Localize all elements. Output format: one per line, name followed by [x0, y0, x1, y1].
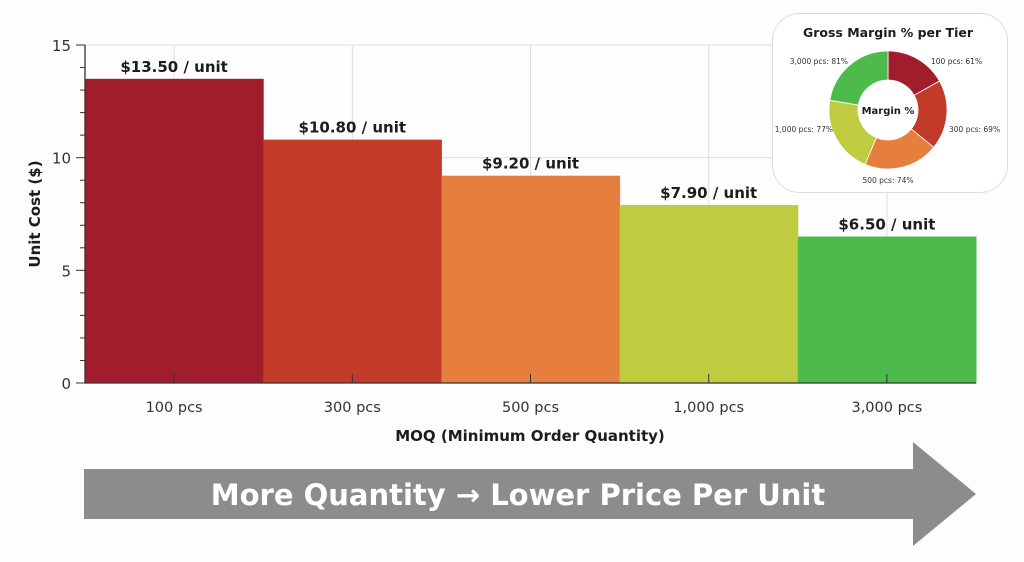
bar-value-label: $13.50 / unit: [120, 58, 227, 76]
y-axis-ticks: 0 5 10 15: [52, 37, 85, 393]
y-tick-label: 10: [52, 150, 71, 168]
x-tick-label: 300 pcs: [324, 400, 381, 416]
margin-donut-chart: [828, 50, 948, 170]
bar: [441, 175, 621, 383]
x-tick-label: 3,000 pcs: [851, 400, 922, 416]
bar-value-label: $7.90 / unit: [660, 184, 757, 202]
donut-slice-label: 500 pcs: 74%: [862, 176, 913, 185]
bar: [85, 78, 264, 384]
donut-title: Gross Margin % per Tier: [803, 25, 974, 40]
donut-slice: [829, 50, 889, 106]
y-tick-label: 0: [61, 375, 71, 393]
donut-slice-label: 100 pcs: 61%: [931, 57, 982, 66]
bar-value-label: $9.20 / unit: [482, 155, 579, 173]
donut-slice-label: 1,000 pcs: 77%: [775, 125, 833, 134]
x-tick-label: 1,000 pcs: [673, 400, 744, 416]
arrow-icon: [84, 442, 976, 546]
bar-value-label: $6.50 / unit: [838, 216, 935, 234]
donut-slice-labels: 100 pcs: 61% 300 pcs: 69% 500 pcs: 74% 1,00…: [775, 57, 1000, 185]
bar-value-label: $10.80 / unit: [299, 119, 406, 137]
donut-slice-label: 3,000 pcs: 81%: [790, 57, 848, 66]
y-tick-label: 15: [52, 37, 71, 55]
trend-arrow: More Quantity → Lower Price Per Unit: [84, 442, 976, 546]
donut-slice-label: 300 pcs: 69%: [949, 125, 1000, 134]
bar: [619, 204, 799, 383]
bar: [263, 139, 442, 383]
bar-data-labels: $13.50 / unit $10.80 / unit $9.20 / unit $7…: [120, 58, 935, 234]
x-axis-title: MOQ (Minimum Order Quantity): [395, 427, 665, 445]
x-axis-ticks: 100 pcs 300 pcs 500 pcs 1,000 pcs 3,000 pcs: [146, 374, 922, 416]
x-tick-label: 500 pcs: [502, 400, 559, 416]
x-tick-label: 100 pcs: [146, 400, 203, 416]
trend-arrow-label: More Quantity → Lower Price Per Unit: [211, 478, 826, 512]
donut-center-label: Margin %: [862, 106, 915, 117]
bar-series: [85, 78, 977, 384]
bar: [797, 236, 977, 383]
y-axis-title: Unit Cost ($): [26, 160, 44, 267]
y-tick-label: 5: [61, 262, 71, 280]
